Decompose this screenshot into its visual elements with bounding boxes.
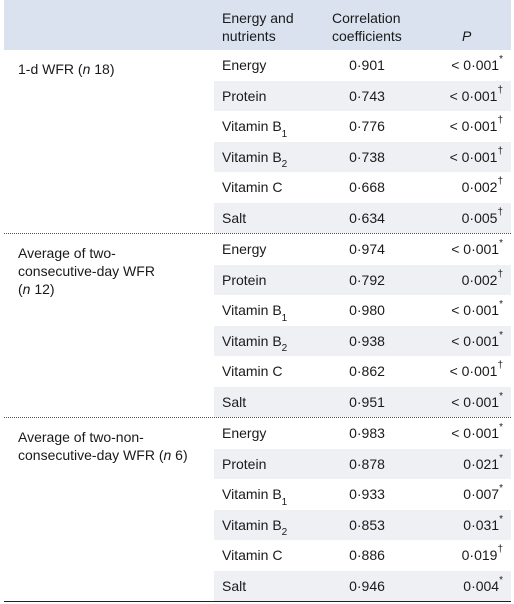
- coefficient-cell: 0·933: [349, 486, 385, 502]
- coefficient-cell: 0·776: [349, 118, 385, 134]
- p-value-cell: 0·007*: [463, 483, 503, 502]
- nutrient-cell: Salt: [222, 393, 247, 410]
- p-value-cell: < 0·001*: [451, 54, 503, 73]
- table-row: Vitamin B1 0·776 < 0·001†: [214, 111, 511, 142]
- p-value-cell: < 0·001*: [451, 238, 503, 257]
- p-value-cell: 0·002†: [461, 176, 503, 195]
- coefficient-cell: 0·738: [349, 148, 385, 165]
- nutrient-cell: Vitamin C: [222, 179, 283, 195]
- nutrient-cell: Vitamin B1: [222, 302, 288, 324]
- p-value-cell: < 0·001†: [449, 115, 503, 134]
- row-group: Average of two-consecutive-day WFR (n 12)…: [4, 233, 511, 417]
- nutrient-cell: Vitamin C: [222, 547, 283, 563]
- nutrient-cell: Vitamin C: [222, 363, 283, 379]
- group-label: Average of two-consecutive-day WFR (n 12): [18, 245, 155, 297]
- p-value-cell: < 0·001*: [451, 422, 503, 441]
- header-corr-line2: coefficients: [332, 28, 402, 44]
- group-rows: Energy 0·901 < 0·001* Protein 0·743 < 0·001† V…: [214, 50, 511, 233]
- table-row: Protein 0·878 0·021*: [214, 448, 511, 479]
- group-label: Average of two-non-consecutive-day WFR (…: [18, 429, 188, 463]
- coefficient-cell: 0·901: [349, 57, 385, 73]
- coefficient-cell: 0·668: [349, 179, 385, 195]
- p-value-cell: 0·019†: [461, 544, 503, 563]
- table-row: Vitamin C 0·862 < 0·001†: [214, 356, 511, 387]
- nutrient-cell: Energy: [222, 425, 267, 441]
- header-nutrients: Energy and nutrients: [222, 9, 294, 45]
- table-row: Energy 0·901 < 0·001*: [214, 50, 511, 81]
- nutrient-cell: Vitamin B2: [222, 148, 288, 171]
- coefficient-cell: 0·634: [349, 209, 385, 226]
- p-value-cell: < 0·001*: [451, 299, 503, 318]
- p-value-cell: 0·002†: [461, 268, 503, 288]
- table-row: Vitamin B2 0·738 < 0·001†: [214, 141, 511, 172]
- nutrient-cell: Salt: [222, 577, 247, 594]
- p-value-cell: 0·005†: [461, 206, 503, 226]
- nutrient-cell: Protein: [222, 87, 267, 104]
- table-row: Protein 0·792 0·002†: [214, 264, 511, 295]
- table-row: Energy 0·983 < 0·001*: [214, 418, 511, 449]
- group-rows: Energy 0·974 < 0·001* Protein 0·792 0·002† Vit…: [214, 234, 511, 417]
- nutrient-cell: Energy: [222, 241, 267, 257]
- header-corr-line1: Correlation: [332, 10, 401, 26]
- coefficient-cell: 0·980: [349, 302, 385, 318]
- coefficient-cell: 0·886: [349, 547, 385, 563]
- table-body: 1-d WFR (n 18) Energy 0·901 < 0·001* Protein…: [4, 50, 511, 601]
- group-label: 1-d WFR (n 18): [18, 61, 115, 77]
- group-rows: Energy 0·983 < 0·001* Protein 0·878 0·021* Vit…: [214, 418, 511, 601]
- coefficient-cell: 0·983: [349, 425, 385, 441]
- header-nutrients-line1: Energy and: [222, 10, 294, 26]
- p-value-cell: 0·021*: [463, 452, 503, 472]
- nutrient-cell: Energy: [222, 57, 267, 73]
- coefficient-cell: 0·946: [349, 577, 385, 594]
- nutrient-cell: Protein: [222, 455, 267, 472]
- coefficient-cell: 0·938: [349, 332, 385, 349]
- coefficient-cell: 0·743: [349, 87, 385, 104]
- table-row: Salt 0·951 < 0·001*: [214, 386, 511, 417]
- p-value-cell: < 0·001†: [449, 84, 503, 104]
- row-group: 1-d WFR (n 18) Energy 0·901 < 0·001* Protein…: [4, 50, 511, 233]
- p-value-cell: < 0·001†: [449, 145, 503, 165]
- coefficient-cell: 0·862: [349, 363, 385, 379]
- header-p: P: [462, 28, 472, 44]
- row-group: Average of two-non-consecutive-day WFR (…: [4, 417, 511, 601]
- p-value-cell: < 0·001*: [451, 390, 503, 410]
- table-row: Vitamin B1 0·933 0·007*: [214, 479, 511, 510]
- table-row: Vitamin C 0·886 0·019†: [214, 540, 511, 571]
- table-row: Salt 0·946 0·004*: [214, 570, 511, 601]
- header-correlation: Correlation coefficients: [332, 9, 402, 45]
- coefficient-cell: 0·951: [349, 393, 385, 410]
- table-row: Vitamin C 0·668 0·002†: [214, 172, 511, 203]
- table-row: Vitamin B2 0·938 < 0·001*: [214, 325, 511, 356]
- nutrient-cell: Vitamin B2: [222, 332, 288, 355]
- correlation-table: Energy and nutrients Correlation coeffic…: [4, 0, 511, 602]
- coefficient-cell: 0·853: [349, 516, 385, 533]
- table-header: Energy and nutrients Correlation coeffic…: [4, 0, 511, 50]
- p-value-cell: 0·004*: [463, 574, 503, 594]
- nutrient-cell: Vitamin B1: [222, 486, 288, 508]
- coefficient-cell: 0·878: [349, 455, 385, 472]
- nutrient-cell: Protein: [222, 271, 267, 288]
- p-value-cell: 0·031*: [463, 513, 503, 533]
- header-nutrients-line2: nutrients: [222, 28, 276, 44]
- table-row: Vitamin B1 0·980 < 0·001*: [214, 295, 511, 326]
- bottom-rule: [4, 601, 511, 602]
- p-value-cell: < 0·001†: [449, 360, 503, 379]
- table-row: Energy 0·974 < 0·001*: [214, 234, 511, 265]
- table-row: Vitamin B2 0·853 0·031*: [214, 509, 511, 540]
- nutrient-cell: Salt: [222, 209, 247, 226]
- nutrient-cell: Vitamin B1: [222, 118, 288, 140]
- nutrient-cell: Vitamin B2: [222, 516, 288, 539]
- coefficient-cell: 0·974: [349, 241, 385, 257]
- coefficient-cell: 0·792: [349, 271, 385, 288]
- table-row: Protein 0·743 < 0·001†: [214, 80, 511, 111]
- table-row: Salt 0·634 0·005†: [214, 202, 511, 233]
- p-value-cell: < 0·001*: [451, 329, 503, 349]
